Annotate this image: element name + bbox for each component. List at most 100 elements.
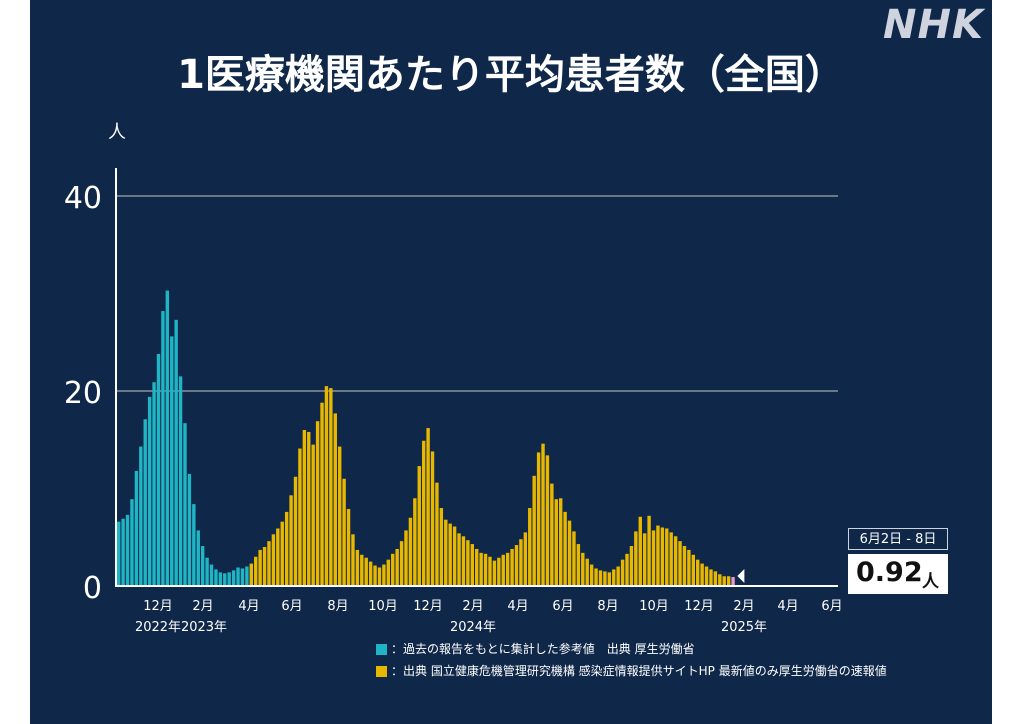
bar-s1-78 — [594, 568, 598, 586]
legend-swatch-teal — [376, 644, 387, 655]
y-tick-20: 20 — [64, 376, 102, 411]
bar-s0-24 — [223, 573, 227, 586]
bar-s1-30 — [382, 564, 386, 586]
bar-s0-22 — [214, 569, 218, 586]
bar-s1-85 — [625, 553, 629, 586]
bar-s1-8 — [284, 511, 289, 586]
bar-s0-17 — [192, 504, 196, 586]
bar-s1-92 — [656, 525, 660, 586]
bar-s1-6 — [276, 528, 280, 586]
legend-reference-text: ：過去の報告をもとに集計した参考値 出典 厚生労働省 — [391, 642, 695, 656]
series-official-bars — [249, 386, 745, 586]
bar-s0-1 — [121, 518, 125, 586]
bar-s1-91 — [651, 530, 656, 586]
x-tick-label: 12月 — [684, 599, 714, 614]
bar-s0-26 — [231, 570, 236, 586]
bar-s0-29 — [245, 566, 249, 586]
bar-s0-5 — [139, 446, 143, 586]
bar-s0-14 — [178, 376, 183, 586]
bar-s1-45 — [448, 523, 452, 586]
bar-s0-12 — [170, 336, 174, 586]
bar-s1-15 — [315, 421, 320, 586]
bar-s1-97 — [678, 541, 682, 586]
bar-s1-70 — [559, 498, 563, 586]
bar-s1-74 — [576, 544, 581, 586]
bar-s1-65 — [536, 452, 541, 586]
bar-s1-73 — [572, 531, 576, 586]
bar-s1-34 — [399, 541, 404, 586]
bar-s1-87 — [634, 531, 638, 586]
year-label: 2024年 — [450, 620, 496, 635]
bar-s1-100 — [691, 554, 695, 586]
y-tick-40: 40 — [64, 181, 102, 216]
bar-s1-53 — [483, 553, 488, 586]
y-axis-unit: 人 — [108, 122, 126, 143]
year-label: 2023年 — [181, 620, 227, 635]
bar-s1-10 — [293, 476, 298, 586]
bar-s1-106 — [718, 574, 722, 586]
bar-s1-77 — [589, 564, 594, 586]
bar-s0-6 — [143, 419, 147, 586]
bar-s1-96 — [673, 536, 678, 586]
bar-s1-104 — [709, 569, 713, 586]
bar-s1-108 — [726, 576, 731, 586]
bar-s1-27 — [368, 561, 373, 586]
bar-s1-66 — [541, 443, 545, 586]
bar-s1-29 — [377, 567, 382, 586]
x-tick-label: 8月 — [327, 599, 348, 614]
bar-s0-13 — [174, 319, 178, 586]
x-tick-label: 6月 — [821, 599, 842, 614]
bar-s1-28 — [373, 565, 377, 586]
bar-s1-0 — [249, 563, 253, 586]
bar-s0-11 — [165, 290, 170, 586]
bar-s1-32 — [391, 553, 395, 586]
bar-s1-56 — [497, 557, 501, 586]
axis-labels: 人 0 20 40 12月 2月 4月 6月 8月 10月 12月 2月 4月 6月 8月 10月 12月 2月 4… — [64, 122, 843, 635]
bar-s1-47 — [457, 533, 461, 586]
axes — [115, 168, 838, 587]
legend-swatch-gold — [376, 666, 387, 677]
bar-s1-67 — [545, 455, 550, 586]
bar-s0-23 — [218, 572, 223, 586]
x-tick-label: 4月 — [507, 599, 528, 614]
bar-s0-9 — [156, 353, 161, 586]
bar-s1-17 — [324, 386, 329, 586]
bar-s1-20 — [338, 446, 342, 586]
x-tick-label: 10月 — [639, 599, 669, 614]
bar-s0-27 — [236, 567, 240, 586]
bar-s1-1 — [254, 556, 258, 586]
legend-official: ：出典 国立健康危機管理研究機構 感染症情報提供サイトHP 最新値のみ厚生労働省… — [376, 662, 887, 679]
x-tick-label: 4月 — [777, 599, 798, 614]
bar-s1-49 — [466, 540, 470, 586]
bar-s1-82 — [612, 569, 616, 586]
bar-s1-94 — [665, 528, 669, 586]
bar-s0-8 — [152, 382, 156, 586]
bar-s1-75 — [581, 552, 585, 586]
bar-s1-26 — [364, 557, 368, 586]
bar-s1-50 — [470, 544, 474, 586]
bar-s1-83 — [616, 566, 620, 586]
bar-s1-14 — [311, 444, 315, 586]
bar-chart: 人 0 20 40 12月 2月 4月 6月 8月 10月 12月 2月 4月 6月 8月 10月 12月 2月 4… — [64, 122, 843, 635]
bar-s1-24 — [355, 549, 360, 586]
bar-s1-41 — [430, 451, 435, 586]
bar-s1-35 — [404, 530, 408, 586]
x-tick-label: 6月 — [281, 599, 302, 614]
bar-s0-7 — [147, 396, 152, 586]
x-tick-label: 6月 — [552, 599, 573, 614]
bar-s1-37 — [413, 498, 417, 586]
bar-s1-48 — [461, 536, 466, 586]
bar-s1-9 — [289, 495, 293, 586]
bar-s1-105 — [713, 571, 718, 586]
bar-s1-31 — [386, 559, 391, 586]
x-tick-label: 2月 — [192, 599, 213, 614]
x-tick-label: 2月 — [462, 599, 483, 614]
bar-s1-40 — [426, 428, 430, 586]
bar-s1-52 — [479, 552, 483, 586]
x-tick-label: 2月 — [733, 599, 754, 614]
bar-s1-21 — [342, 478, 346, 586]
bar-s1-81 — [607, 572, 612, 586]
bar-s0-3 — [130, 499, 134, 586]
year-label: 2022年 — [135, 620, 181, 635]
bar-s1-58 — [505, 552, 510, 586]
